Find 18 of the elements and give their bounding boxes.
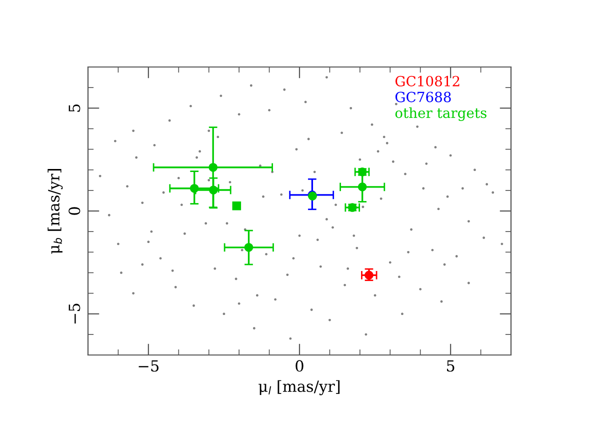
x-axis-title: μ$_{l}$ [mas/yr] [258,380,340,396]
point [208,186,218,194]
point [208,162,218,172]
text: GC10812 [395,76,460,86]
point [364,270,374,280]
y-tick-label: 5 [68,104,80,112]
y-axis-title: μ$_{b}$ [mas/yr] [48,169,63,254]
point [244,243,254,252]
point [190,184,199,193]
text: other targets [395,107,486,121]
y-tick-label: −5 [68,304,80,324]
x-tick-label: −5 [138,360,159,372]
x-tick-label: 5 [447,360,454,372]
point [358,182,367,192]
x-tick-label: 0 [296,360,304,372]
y-tick-label: 0 [68,207,80,215]
text: GC7688 [395,92,451,102]
point [232,201,242,210]
